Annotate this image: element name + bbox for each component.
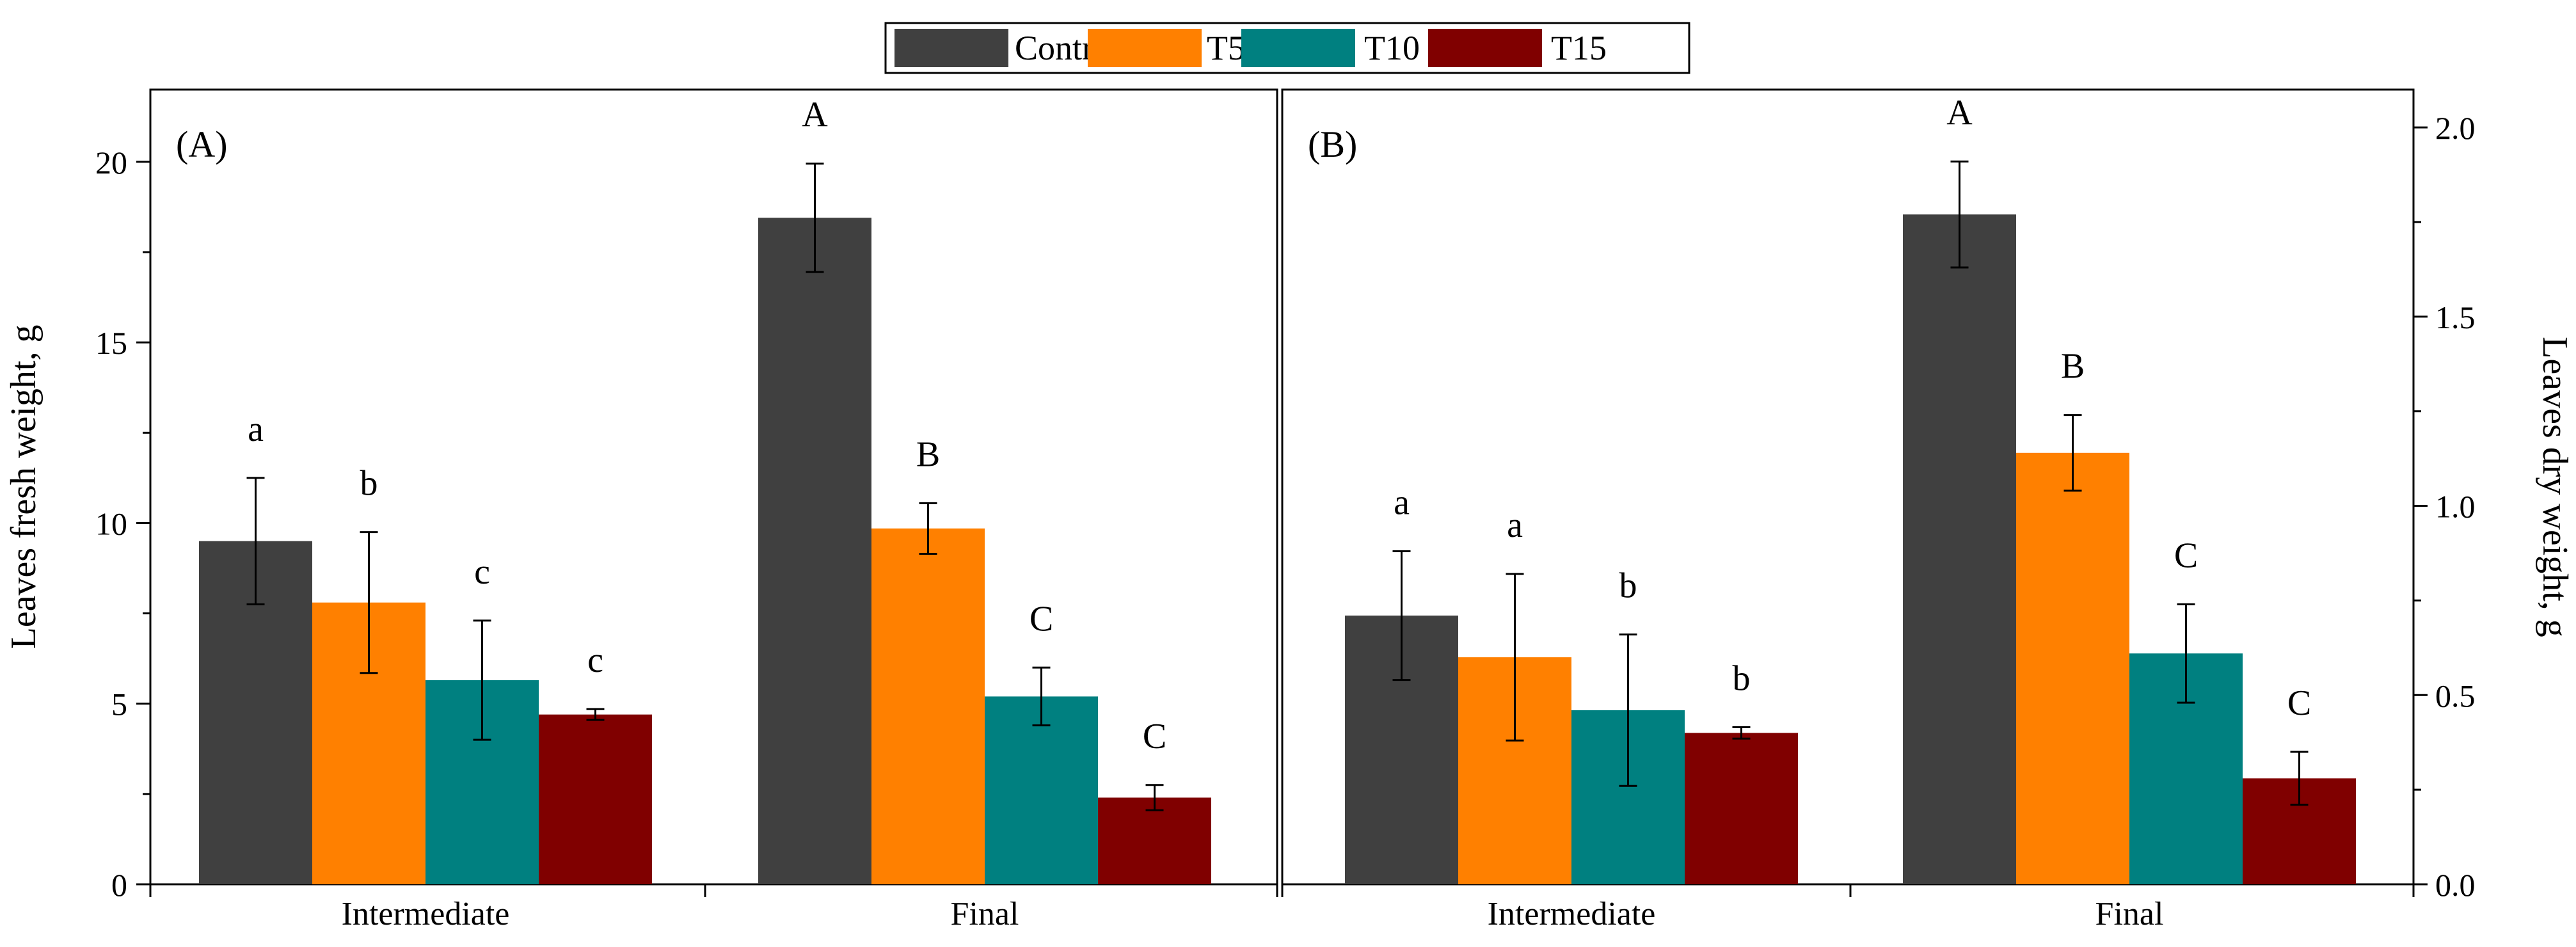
panel-a-bar-t15-final	[1098, 797, 1211, 884]
panel-a-significance-label: a	[248, 410, 264, 449]
legend: Control T5 T10 T15	[884, 22, 1690, 74]
panel-b-ylabel: Leaves dry weight, g	[2535, 337, 2575, 637]
panel-b-ytick-label: 2.0	[2435, 110, 2476, 146]
panel-b-bar-t15-intermediate	[1685, 733, 1798, 884]
legend-swatch-control	[894, 29, 1008, 67]
panel-b-significance-label: b	[1619, 566, 1637, 606]
panel-b-significance-label: C	[2174, 536, 2198, 575]
panel-b-dry-weight: 0.0 0.5 1.0 1.5 2.0 Leaves dry weight, g (B) In…	[1281, 88, 2575, 932]
panel-a-label: (A)	[176, 123, 228, 165]
panel-b-xtick-label: Final	[2095, 896, 2164, 932]
panel-a-xtick-label: Final	[951, 896, 1019, 932]
panel-a-fresh-weight: 0 5 10 15 20 Leaves fresh weight, g (A) Interme…	[4, 88, 1278, 932]
panel-a-bar-t5-final	[871, 528, 985, 884]
panel-a-xtick-label: Intermediate	[342, 896, 510, 932]
panel-b-ytick-label: 1.0	[2435, 489, 2476, 525]
panel-a-ytick-label: 10	[95, 505, 127, 541]
panel-a-ytick-label: 15	[95, 325, 127, 361]
panel-a-ytick-label: 20	[95, 145, 127, 180]
panel-b-significance-label: B	[2061, 347, 2085, 386]
panel-a-ytick-label: 5	[111, 687, 127, 722]
panel-b-significance-label: a	[1394, 483, 1410, 523]
panel-b-ytick-label: 0.0	[2435, 867, 2476, 903]
panel-b-bar-control-final	[1903, 214, 2016, 885]
panel-b-ytick-label: 1.5	[2435, 299, 2476, 335]
panel-b-bar-t5-final	[2016, 452, 2129, 884]
panel-a-bar-t10-final	[985, 696, 1098, 884]
panel-a-significance-label: A	[802, 95, 828, 135]
panel-a-ylabel: Leaves fresh weight, g	[4, 325, 44, 649]
panel-a-significance-label: C	[1030, 599, 1053, 639]
legend-swatch-t10	[1241, 29, 1355, 67]
panel-b-frame	[1281, 88, 2415, 886]
panel-a-significance-label: b	[360, 464, 378, 504]
panel-a-bar-control-final	[758, 218, 871, 885]
legend-label-t10: T10	[1364, 29, 1420, 67]
panel-a-ytick-label: 0	[111, 867, 127, 903]
panel-b-significance-label: C	[2287, 683, 2311, 723]
panel-a-significance-label: B	[916, 434, 940, 474]
panel-b-ytick-label: 0.5	[2435, 678, 2476, 713]
panel-a-significance-label: c	[474, 552, 490, 592]
panel-b-significance-label: b	[1733, 659, 1751, 699]
panel-a-significance-label: c	[587, 641, 603, 680]
panel-b-label: (B)	[1308, 123, 1357, 165]
panel-a-bar-t15-intermediate	[539, 714, 652, 884]
panel-a-significance-label: C	[1143, 717, 1166, 756]
panel-a-frame	[149, 88, 1278, 886]
legend-label-t5: T5	[1207, 29, 1245, 67]
panel-b-significance-label: a	[1507, 505, 1523, 545]
legend-label-t15: T15	[1551, 29, 1607, 67]
panel-b-xtick-label: Intermediate	[1488, 896, 1656, 932]
legend-swatch-t15	[1428, 29, 1542, 67]
legend-swatch-t5	[1088, 29, 1202, 67]
panel-b-significance-label: A	[1946, 93, 1973, 132]
